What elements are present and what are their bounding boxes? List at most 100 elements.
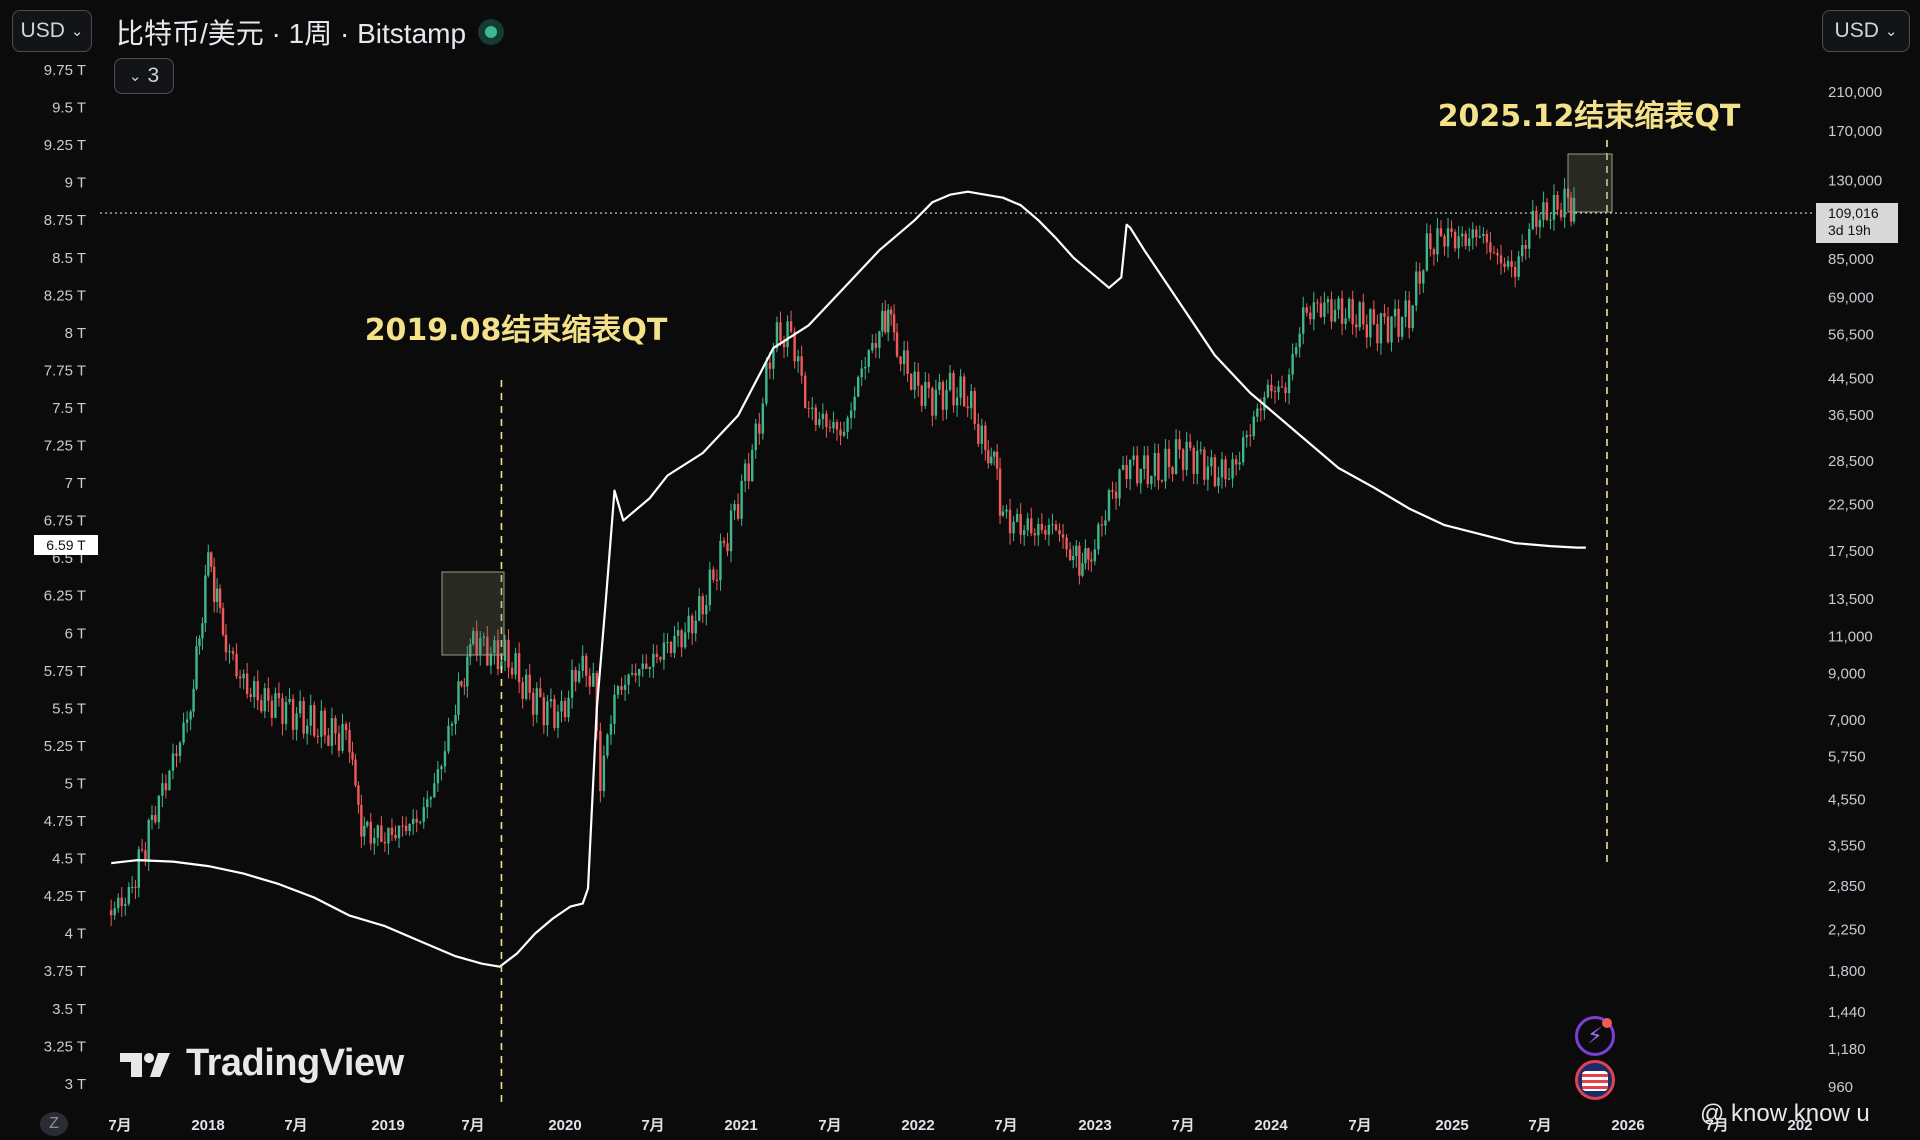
candle-body (998, 468, 1002, 516)
candle-body (1199, 449, 1202, 451)
candle-body (175, 753, 178, 756)
candle-body (970, 391, 973, 409)
x-axis-tick-label: 7月 (1171, 1117, 1194, 1134)
candle-body (387, 827, 390, 844)
candle-body (878, 331, 881, 348)
candle-body (1220, 459, 1224, 478)
candle-body (482, 636, 485, 638)
timezone-badge[interactable]: Z (40, 1112, 68, 1136)
candle-body (510, 667, 514, 675)
candle-body (411, 818, 415, 824)
candle-body (1355, 324, 1358, 328)
candle-body (747, 463, 750, 482)
candle-body (260, 700, 263, 712)
candle-body (316, 735, 319, 737)
candle-body (560, 700, 563, 712)
candle-body (178, 742, 182, 756)
candle-body (789, 321, 793, 332)
candle-body (1545, 202, 1549, 220)
indicator-collapse-button[interactable]: ⌄ 3 (114, 58, 174, 94)
candle-body (546, 701, 549, 726)
x-axis-tick-label: 7月 (1528, 1117, 1551, 1134)
candle-body (821, 413, 825, 420)
left-axis-tick-label: 3.5 T (52, 1001, 86, 1018)
candle-body (1015, 513, 1019, 522)
currency-select-right[interactable]: USD ⌄ (1822, 10, 1910, 52)
candle-body (1026, 518, 1029, 531)
candle-body (934, 389, 938, 416)
candle-body (864, 366, 867, 369)
candle-body (1181, 449, 1185, 470)
candle-body (238, 676, 242, 679)
lightning-icon[interactable]: ⚡ (1575, 1016, 1615, 1056)
candle-body (1188, 441, 1192, 448)
symbol-title[interactable]: 比特币/美元 · 1周 · Bitstamp (116, 18, 467, 49)
chevron-down-icon: ⌄ (128, 68, 142, 85)
candle-body (161, 783, 164, 796)
candle-body (443, 751, 447, 767)
candle-body (242, 673, 245, 679)
candle-body (354, 759, 357, 786)
candle-body (454, 715, 457, 724)
candle-body (120, 897, 123, 906)
candle-body (1167, 448, 1171, 468)
candle-body (363, 825, 366, 837)
candle-body (638, 669, 641, 676)
currency-left-label: USD (20, 19, 65, 42)
candle-body (1111, 490, 1114, 492)
candle-body (1478, 236, 1482, 238)
candle-body (1383, 313, 1386, 317)
candle-body (330, 718, 334, 746)
watermark: @ know know u (1700, 1100, 1870, 1127)
right-axis-tick-label: 36,500 (1828, 407, 1874, 424)
currency-select-left[interactable]: USD ⌄ (12, 10, 92, 52)
candle-body (793, 331, 796, 362)
candle-body (539, 688, 542, 698)
candle-body (1439, 228, 1443, 236)
candle-body (948, 372, 952, 390)
candle-body (1475, 229, 1478, 238)
candle-body (606, 734, 609, 756)
candle-body (1203, 449, 1206, 480)
left-axis-tick-label: 8.75 T (44, 212, 86, 229)
candle-body (846, 417, 849, 432)
candle-body (680, 630, 683, 648)
candle-body (1556, 194, 1559, 210)
candle-body (277, 693, 281, 699)
candle-body (1291, 354, 1294, 375)
candle-body (1572, 197, 1576, 222)
x-axis-tick-label: 2025 (1435, 1117, 1468, 1134)
current-price: 109,016 (1828, 205, 1879, 221)
candle-body (532, 692, 535, 715)
candle-body (588, 675, 591, 687)
candle-body (507, 639, 510, 668)
candle-body (662, 642, 666, 660)
candle-body (457, 681, 460, 716)
candle-body (1376, 324, 1379, 344)
candle-body (218, 588, 222, 608)
x-axis-tick-label: 202 (1787, 1117, 1812, 1134)
left-axis-tick-label: 4.5 T (52, 851, 86, 868)
left-axis-tick-label: 6.25 T (44, 588, 86, 605)
candle-body (433, 783, 436, 798)
us-flag-icon[interactable] (1575, 1060, 1615, 1100)
candle-body (404, 825, 408, 832)
chevron-down-icon: ⌄ (70, 23, 84, 40)
candle-body (758, 423, 761, 434)
candle-body (992, 451, 996, 457)
candle-body (1333, 309, 1337, 322)
candle-body (938, 382, 941, 390)
candle-body (1054, 524, 1058, 531)
highlight-box (441, 571, 505, 656)
chart-title: 比特币/美元 · 1周 · Bitstamp (116, 12, 505, 52)
candle-body (313, 705, 316, 736)
candle-body (224, 634, 228, 653)
candle-body (924, 381, 927, 406)
candle-body (267, 688, 270, 701)
candle-body (334, 718, 337, 734)
candle-body (212, 566, 216, 602)
candle-body (1118, 469, 1121, 499)
candle-body (687, 615, 690, 633)
right-axis-tick-label: 5,750 (1828, 748, 1866, 765)
